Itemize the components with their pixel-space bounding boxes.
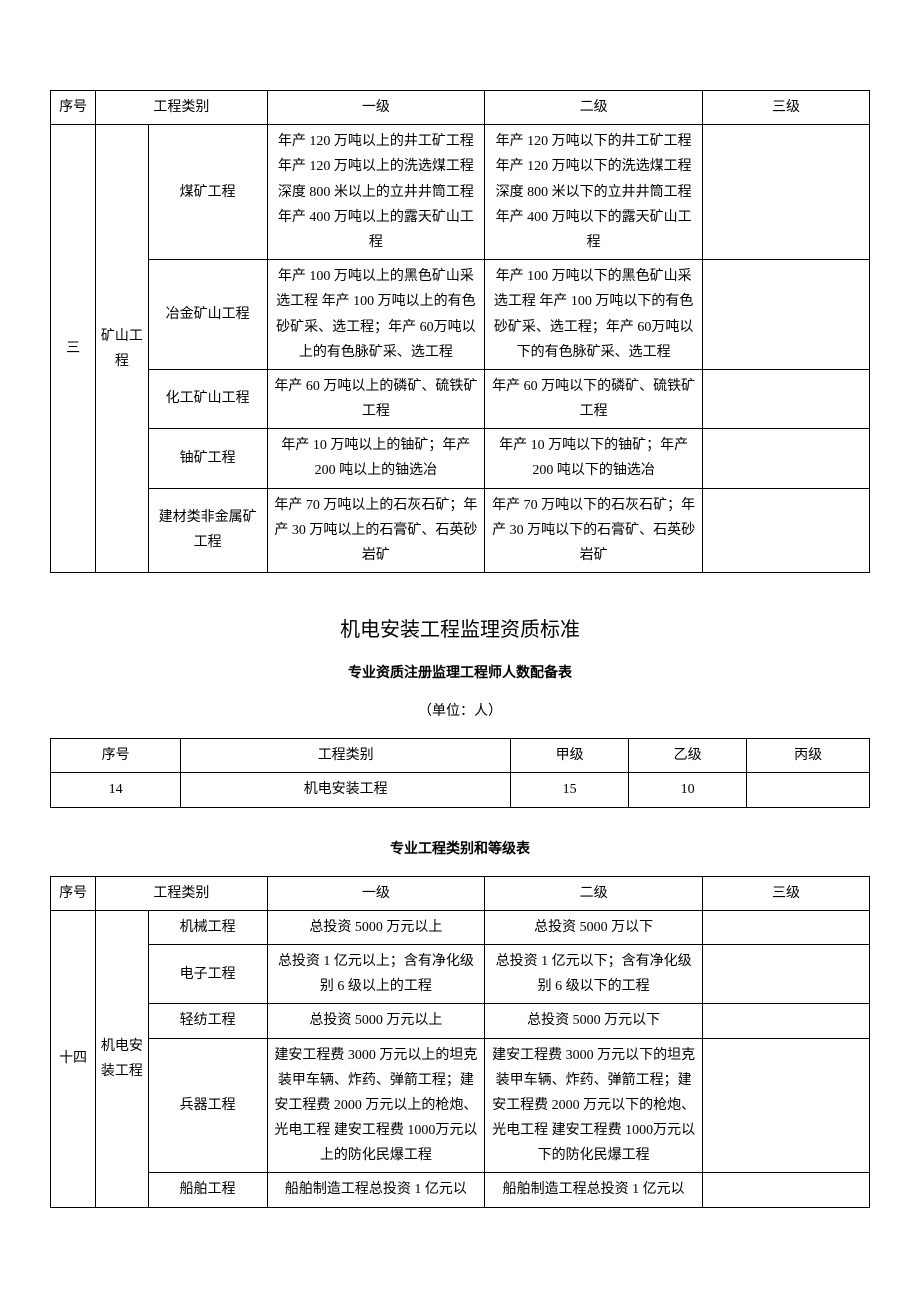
group-category: 机电安装工程 <box>96 910 149 1207</box>
section-subtitle: 专业工程类别和等级表 <box>50 838 870 858</box>
header-b: 乙级 <box>629 739 747 773</box>
table-row: 十四 机电安装工程 机械工程 总投资 5000 万元以上 总投资 5000 万以… <box>51 910 870 944</box>
row-name: 轻纺工程 <box>148 1004 267 1038</box>
row-l3 <box>703 910 870 944</box>
unit-label: （单位：人） <box>50 700 870 720</box>
row-l2: 船舶制造工程总投资 1 亿元以 <box>485 1173 703 1207</box>
table-row: 铀矿工程 年产 10 万吨以上的铀矿；年产200 吨以上的铀选冶 年产 10 万… <box>51 429 870 488</box>
header-level3: 三级 <box>703 876 870 910</box>
row-l3 <box>703 429 870 488</box>
header-level2: 二级 <box>485 91 703 125</box>
table-header-row: 序号 工程类别 一级 二级 三级 <box>51 876 870 910</box>
header-cat: 工程类别 <box>96 91 267 125</box>
header-seq: 序号 <box>51 876 96 910</box>
row-name: 煤矿工程 <box>148 125 267 260</box>
row-cat: 机电安装工程 <box>181 773 511 807</box>
row-name: 建材类非金属矿工程 <box>148 488 267 573</box>
row-l3 <box>703 369 870 428</box>
row-l3 <box>703 1173 870 1207</box>
row-name: 船舶工程 <box>148 1173 267 1207</box>
row-l3 <box>703 488 870 573</box>
row-l2: 年产 120 万吨以下的井工矿工程 年产 120 万吨以下的洗选煤工程 深度 8… <box>485 125 703 260</box>
row-name: 化工矿山工程 <box>148 369 267 428</box>
row-l1: 总投资 1 亿元以上；含有净化级别 6 级以上的工程 <box>267 944 485 1003</box>
row-b: 10 <box>629 773 747 807</box>
row-l1: 年产 70 万吨以上的石灰石矿；年产 30 万吨以上的石膏矿、石英砂岩矿 <box>267 488 485 573</box>
table-row: 轻纺工程 总投资 5000 万元以上 总投资 5000 万元以下 <box>51 1004 870 1038</box>
table-header-row: 序号 工程类别 一级 二级 三级 <box>51 91 870 125</box>
row-l1: 船舶制造工程总投资 1 亿元以 <box>267 1173 485 1207</box>
row-l3 <box>703 1038 870 1173</box>
table-row: 建材类非金属矿工程 年产 70 万吨以上的石灰石矿；年产 30 万吨以上的石膏矿… <box>51 488 870 573</box>
group-category: 矿山工程 <box>96 125 149 573</box>
row-name: 铀矿工程 <box>148 429 267 488</box>
row-l2: 总投资 5000 万元以下 <box>485 1004 703 1038</box>
row-seq: 14 <box>51 773 181 807</box>
row-l1: 总投资 5000 万元以上 <box>267 1004 485 1038</box>
table-row: 兵器工程 建安工程费 3000 万元以上的坦克装甲车辆、炸药、弹箭工程；建安工程… <box>51 1038 870 1173</box>
table-row: 电子工程 总投资 1 亿元以上；含有净化级别 6 级以上的工程 总投资 1 亿元… <box>51 944 870 1003</box>
group-seq: 十四 <box>51 910 96 1207</box>
row-l1: 总投资 5000 万元以上 <box>267 910 485 944</box>
header-level2: 二级 <box>485 876 703 910</box>
section-subtitle: 专业资质注册监理工程师人数配备表 <box>50 662 870 682</box>
row-l1: 年产 100 万吨以上的黑色矿山采选工程 年产 100 万吨以上的有色砂矿采、选… <box>267 260 485 370</box>
header-cat: 工程类别 <box>181 739 511 773</box>
row-name: 兵器工程 <box>148 1038 267 1173</box>
table-row: 船舶工程 船舶制造工程总投资 1 亿元以 船舶制造工程总投资 1 亿元以 <box>51 1173 870 1207</box>
row-name: 电子工程 <box>148 944 267 1003</box>
row-a: 15 <box>511 773 629 807</box>
table-row: 三 矿山工程 煤矿工程 年产 120 万吨以上的井工矿工程 年产 120 万吨以… <box>51 125 870 260</box>
row-l3 <box>703 944 870 1003</box>
row-l1: 年产 120 万吨以上的井工矿工程 年产 120 万吨以上的洗选煤工程 深度 8… <box>267 125 485 260</box>
header-c: 丙级 <box>747 739 870 773</box>
row-l2: 建安工程费 3000 万元以下的坦克装甲车辆、炸药、弹箭工程；建安工程费 200… <box>485 1038 703 1173</box>
header-level1: 一级 <box>267 876 485 910</box>
row-l2: 总投资 1 亿元以下；含有净化级别 6 级以下的工程 <box>485 944 703 1003</box>
row-l2: 年产 60 万吨以下的磷矿、硫铁矿工程 <box>485 369 703 428</box>
row-l3 <box>703 1004 870 1038</box>
row-l2: 总投资 5000 万以下 <box>485 910 703 944</box>
row-l1: 建安工程费 3000 万元以上的坦克装甲车辆、炸药、弹箭工程；建安工程费 200… <box>267 1038 485 1173</box>
row-l1: 年产 10 万吨以上的铀矿；年产200 吨以上的铀选冶 <box>267 429 485 488</box>
header-a: 甲级 <box>511 739 629 773</box>
table-row: 冶金矿山工程 年产 100 万吨以上的黑色矿山采选工程 年产 100 万吨以上的… <box>51 260 870 370</box>
header-cat: 工程类别 <box>96 876 267 910</box>
table-row: 14 机电安装工程 15 10 <box>51 773 870 807</box>
row-l3 <box>703 260 870 370</box>
header-seq: 序号 <box>51 91 96 125</box>
section-title: 机电安装工程监理资质标准 <box>50 613 870 642</box>
row-l2: 年产 70 万吨以下的石灰石矿；年产 30 万吨以下的石膏矿、石英砂岩矿 <box>485 488 703 573</box>
row-c <box>747 773 870 807</box>
header-level3: 三级 <box>703 91 870 125</box>
row-l2: 年产 100 万吨以下的黑色矿山采选工程 年产 100 万吨以下的有色砂矿采、选… <box>485 260 703 370</box>
row-l2: 年产 10 万吨以下的铀矿；年产200 吨以下的铀选冶 <box>485 429 703 488</box>
table-header-row: 序号 工程类别 甲级 乙级 丙级 <box>51 739 870 773</box>
personnel-table: 序号 工程类别 甲级 乙级 丙级 14 机电安装工程 15 10 <box>50 738 870 807</box>
row-name: 机械工程 <box>148 910 267 944</box>
row-l1: 年产 60 万吨以上的磷矿、硫铁矿工程 <box>267 369 485 428</box>
header-level1: 一级 <box>267 91 485 125</box>
mining-eng-table: 序号 工程类别 一级 二级 三级 三 矿山工程 煤矿工程 年产 120 万吨以上… <box>50 90 870 573</box>
mech-elec-table: 序号 工程类别 一级 二级 三级 十四 机电安装工程 机械工程 总投资 5000… <box>50 876 870 1208</box>
group-seq: 三 <box>51 125 96 573</box>
table-row: 化工矿山工程 年产 60 万吨以上的磷矿、硫铁矿工程 年产 60 万吨以下的磷矿… <box>51 369 870 428</box>
row-name: 冶金矿山工程 <box>148 260 267 370</box>
header-seq: 序号 <box>51 739 181 773</box>
row-l3 <box>703 125 870 260</box>
